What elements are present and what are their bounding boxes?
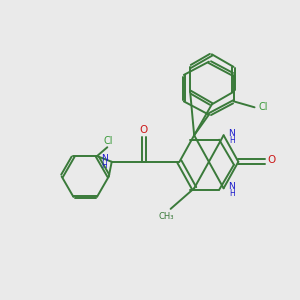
Text: H: H: [229, 136, 235, 145]
Text: N: N: [229, 129, 235, 138]
Text: Cl: Cl: [103, 136, 112, 146]
Text: O: O: [267, 155, 275, 165]
Text: N: N: [229, 182, 235, 191]
Text: CH₃: CH₃: [158, 212, 174, 221]
Text: O: O: [140, 125, 148, 135]
Text: N: N: [101, 154, 108, 163]
Text: H: H: [101, 161, 107, 170]
Text: Cl: Cl: [258, 102, 268, 112]
Text: H: H: [229, 189, 235, 198]
